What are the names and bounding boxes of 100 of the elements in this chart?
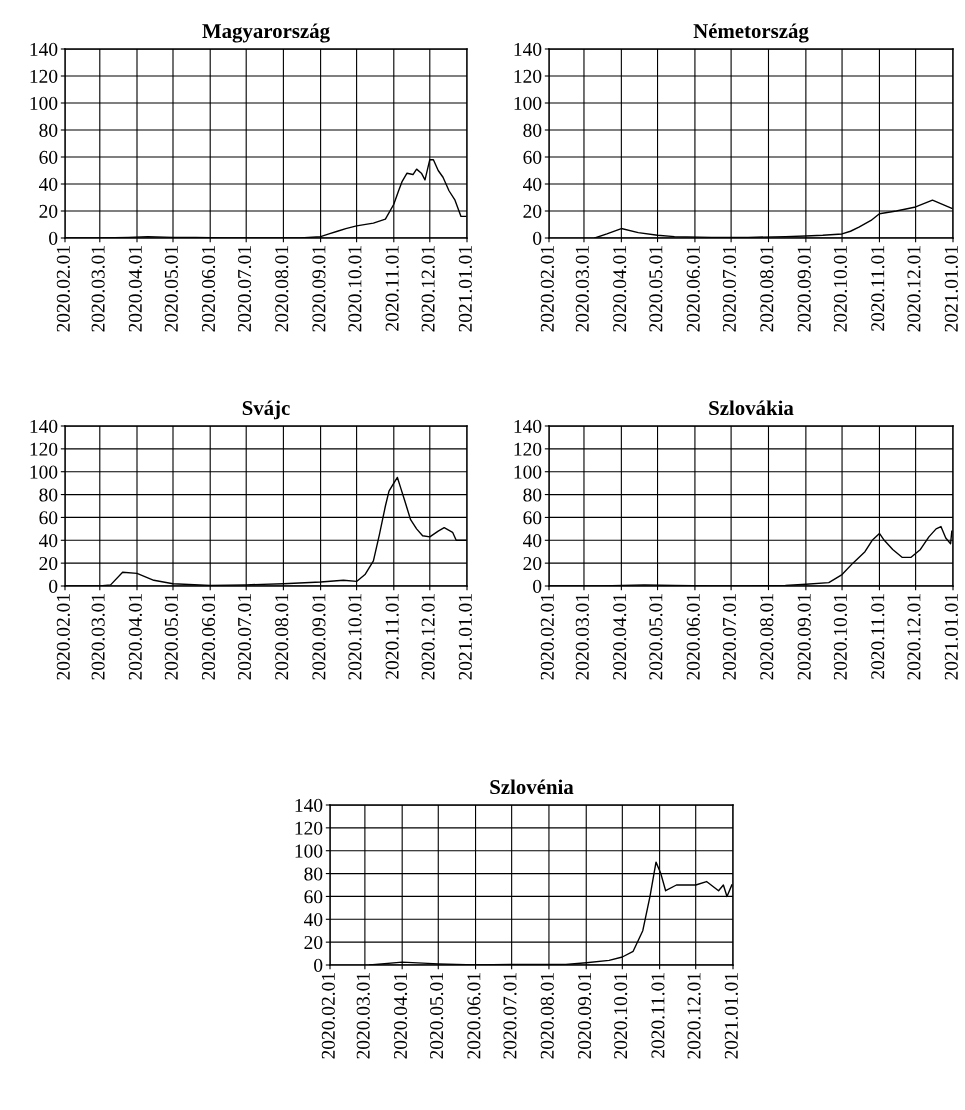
y-tick-label: 80	[523, 488, 542, 502]
x-tick-label: 2020.02.01	[56, 246, 70, 332]
x-tick-label: 2020.02.01	[56, 594, 70, 680]
y-tick-label: 20	[523, 556, 542, 571]
y-tick-label: 140	[514, 42, 542, 56]
chart-title: Svájc	[242, 400, 290, 420]
x-tick-label: 2020.06.01	[686, 246, 700, 332]
y-tick-label: 120	[514, 69, 542, 83]
x-tick-label: 2020.03.01	[575, 594, 589, 680]
x-tick-label: 2020.11.01	[871, 246, 885, 331]
x-tick-label: 2021.01.01	[458, 594, 472, 680]
x-tick-label: 2020.04.01	[128, 246, 142, 332]
x-tick-label: 2020.02.01	[540, 594, 554, 680]
x-tick-label: 2020.08.01	[760, 594, 774, 680]
y-tick-label: 100	[295, 844, 323, 858]
y-tick-label: 20	[304, 935, 323, 950]
y-tick-label: 60	[523, 150, 542, 164]
y-tick-label: 140	[30, 42, 58, 56]
x-tick-label: 2020.10.01	[833, 246, 847, 332]
x-tick-label: 2020.07.01	[237, 594, 252, 680]
x-tick-label: 2020.02.01	[321, 973, 335, 1059]
y-tick-label: 120	[30, 69, 58, 83]
x-tick-label: 2020.06.01	[201, 246, 216, 332]
x-tick-label: 2020.12.01	[421, 594, 435, 680]
y-tick-label: 80	[304, 867, 323, 881]
y-tick-label: 40	[38, 177, 58, 191]
chart-title: Szlovákia	[709, 400, 794, 416]
x-tick-label: 2020.03.01	[356, 973, 370, 1059]
y-tick-label: 60	[523, 511, 542, 525]
x-tick-label: 2020.05.01	[430, 973, 444, 1059]
x-tick-label: 2021.01.01	[944, 594, 958, 680]
y-tick-label: 100	[514, 465, 542, 479]
x-tick-label: 2020.09.01	[577, 973, 592, 1059]
x-tick-label: 2020.06.01	[467, 973, 481, 1059]
x-tick-label: 2021.01.01	[724, 973, 738, 1059]
y-tick-label: 80	[523, 123, 542, 137]
y-tick-label: 100	[30, 465, 58, 479]
y-tick-label: 40	[38, 534, 58, 548]
x-tick-label: 2020.07.01	[237, 246, 252, 332]
y-tick-label: 0	[533, 231, 542, 245]
x-tick-label: 2020.09.01	[312, 594, 326, 680]
x-tick-label: 2020.07.01	[722, 594, 737, 680]
x-tick-label: 2021.01.01	[944, 246, 958, 332]
x-tick-label: 2020.06.01	[201, 594, 216, 680]
x-tick-label: 2020.04.01	[613, 594, 627, 680]
y-tick-label: 40	[522, 177, 542, 191]
x-tick-label: 2020.07.01	[722, 246, 737, 332]
y-tick-label: 120	[30, 442, 58, 456]
y-tick-label: 20	[523, 204, 542, 218]
x-tick-label: 2020.05.01	[649, 594, 663, 680]
x-tick-label: 2020.11.01	[385, 246, 399, 331]
y-tick-label: 140	[30, 419, 58, 433]
x-tick-label: 2020.07.01	[503, 973, 517, 1059]
y-tick-label: 0	[533, 579, 542, 593]
x-tick-label: 2020.09.01	[312, 246, 326, 332]
y-tick-label: 100	[30, 96, 58, 110]
x-tick-label: 2020.03.01	[91, 246, 105, 332]
x-tick-label: 2020.05.01	[649, 246, 663, 332]
x-tick-label: 2020.03.01	[91, 594, 105, 680]
chart-title: Szlovénia	[490, 779, 574, 795]
x-tick-label: 2020.05.01	[164, 594, 178, 680]
y-tick-label: 80	[39, 123, 58, 137]
x-tick-label: 2020.04.01	[393, 973, 408, 1059]
x-tick-label: 2020.12.01	[907, 594, 921, 680]
x-tick-label: 2020.08.01	[540, 973, 554, 1059]
x-tick-label: 2020.10.01	[614, 973, 628, 1059]
x-tick-label: 2020.04.01	[613, 246, 627, 332]
x-tick-label: 2020.12.01	[421, 246, 435, 332]
y-tick-label: 140	[295, 798, 323, 812]
x-tick-label: 2020.04.01	[128, 594, 142, 680]
x-tick-label: 2020.06.01	[686, 594, 700, 680]
x-tick-label: 2020.12.01	[907, 246, 921, 332]
y-tick-label: 120	[295, 821, 323, 835]
x-tick-label: 2021.01.01	[458, 246, 472, 332]
y-tick-label: 120	[514, 442, 542, 456]
x-tick-label: 2020.03.01	[575, 246, 589, 332]
y-tick-label: 0	[49, 231, 58, 245]
y-tick-label: 60	[39, 511, 58, 525]
x-tick-label: 2020.11.01	[871, 594, 885, 679]
x-tick-label: 2020.12.01	[687, 973, 701, 1059]
x-tick-label: 2020.08.01	[275, 594, 289, 680]
y-tick-label: 0	[49, 579, 58, 593]
y-tick-label: 60	[39, 150, 58, 164]
x-tick-label: 2020.10.01	[348, 594, 362, 680]
x-tick-label: 2020.09.01	[797, 246, 811, 332]
y-tick-label: 0	[314, 958, 323, 972]
y-tick-label: 140	[514, 419, 542, 433]
x-tick-label: 2020.09.01	[797, 594, 811, 680]
y-tick-label: 20	[39, 556, 58, 571]
y-tick-label: 20	[39, 204, 58, 218]
x-tick-label: 2020.11.01	[651, 973, 665, 1058]
x-tick-label: 2020.10.01	[833, 594, 847, 680]
y-tick-label: 60	[304, 890, 323, 904]
chart-title: Németország	[693, 23, 809, 43]
x-tick-label: 2020.08.01	[275, 246, 289, 332]
x-tick-label: 2020.08.01	[760, 246, 774, 332]
chart-title: Magyarország	[202, 23, 330, 43]
y-tick-label: 40	[303, 913, 323, 927]
x-tick-label: 2020.10.01	[348, 246, 362, 332]
x-tick-label: 2020.05.01	[164, 246, 178, 332]
